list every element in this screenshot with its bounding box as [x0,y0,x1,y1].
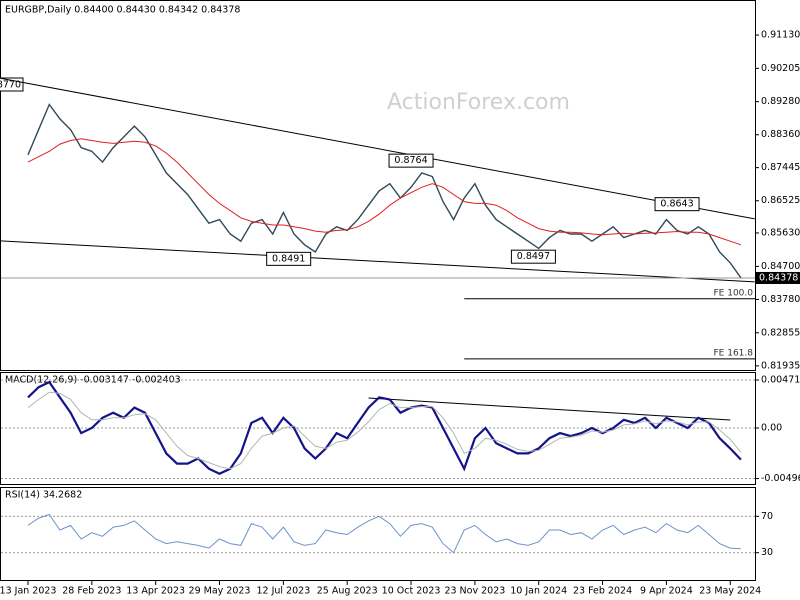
trendline [368,397,731,421]
y-tick-label: 0.87445 [761,162,800,173]
annotation-label: 0.8491 [272,253,305,264]
series-line [27,391,742,470]
y-tick-label: 0.82855 [761,327,800,338]
macd-title: MACD(12,26,9) -0.003147 -0.002403 [5,375,181,386]
y-tick-label: 0.91130 [761,30,800,41]
annotation-label: 0.8497 [517,251,550,262]
y-tick-label: 0.83780 [761,294,800,305]
macd-panel [0,372,756,485]
trendline [0,77,755,220]
x-tick-label: 12 Jul 2023 [256,586,310,597]
annotation-box [510,249,556,264]
y-tick-label: -0.004966 [761,473,800,484]
x-tick-label: 25 Aug 2023 [317,586,378,597]
price-panel [0,0,756,371]
annotation-box [654,197,700,212]
x-tick-label: 13 Apr 2023 [126,586,185,597]
last-price-box [756,271,800,284]
rsi-title: RSI(14) 34.2682 [5,490,82,501]
x-tick-label: 28 Feb 2023 [62,586,121,597]
annotation-box [388,153,434,168]
y-tick-label: 0.004711 [761,374,800,385]
series-line [27,138,742,246]
level-label: FE 161.8 [714,348,754,358]
x-tick-label: 23 Feb 2024 [573,586,632,597]
series-line [27,513,741,554]
y-tick-label: 70 [761,511,773,522]
annotation-label: 0.8764 [394,155,427,166]
annotation-label: 0.8643 [660,199,693,210]
last-price-label: 0.84378 [759,272,798,283]
x-tick-label: 10 Oct 2023 [382,586,441,597]
chart-title: EURGBP,Daily 0.84400 0.84430 0.84342 0.8… [5,5,240,16]
annotation-box [266,251,312,266]
y-tick-label: 0.84700 [761,261,800,272]
x-tick-label: 23 May 2024 [699,586,761,597]
y-tick-label: 0.85630 [761,227,800,238]
series-line [27,380,742,476]
x-tick-label: 9 Apr 2024 [640,586,693,597]
corner-label: 0.8770 [0,80,21,91]
y-tick-label: 0.86525 [761,195,800,206]
y-tick-label: 0.90205 [761,63,800,74]
y-tick-label: 0.88360 [761,129,800,140]
level-label: FE 100.0 [714,288,754,298]
watermark: ActionForex.com [387,90,570,115]
x-tick-label: 23 Nov 2023 [444,586,505,597]
y-tick-label: 0.89280 [761,96,800,107]
y-tick-label: 0.00 [761,422,782,433]
y-tick-label: 0.81935 [761,360,800,371]
x-tick-label: 10 Jan 2024 [510,586,567,597]
series-line [27,103,742,279]
y-tick-label: 30 [761,547,773,558]
rsi-panel [0,487,756,581]
x-tick-label: 29 May 2023 [189,586,251,597]
x-tick-label: 13 Jan 2023 [0,586,56,597]
trendline [0,240,755,283]
